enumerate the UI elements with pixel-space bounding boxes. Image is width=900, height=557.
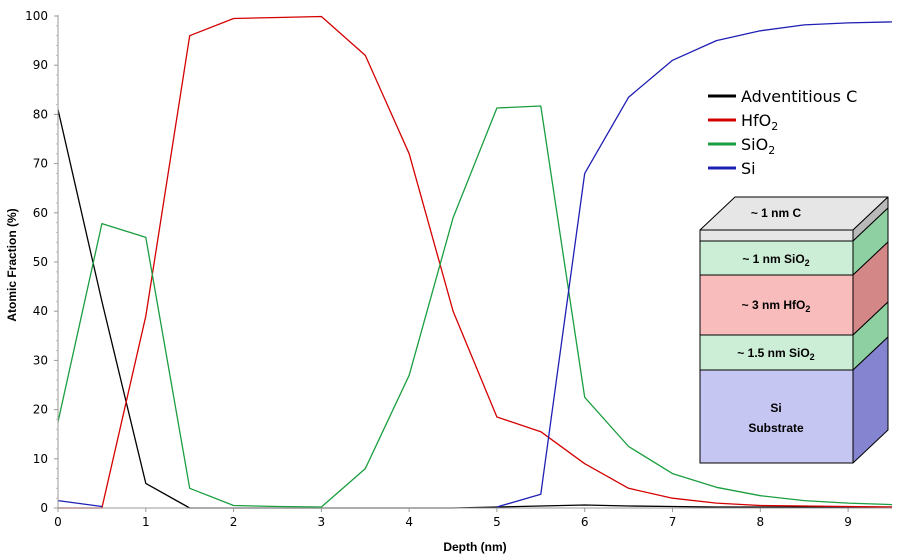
layer-label-text: ~ 1 nm SiO (742, 252, 804, 266)
layer-label: ~ 3 nm HfO2 (742, 298, 811, 314)
x-axis-title: Depth (nm) (443, 540, 506, 554)
legend-label: Adventitious C (741, 87, 857, 106)
legend-label: SiO2 (741, 135, 775, 157)
layer-label: ~ 1 nm SiO2 (742, 252, 809, 268)
series-line-3 (57, 21, 893, 508)
layer-label: ~ 1.5 nm SiO2 (737, 346, 814, 362)
y-tick-label: 90 (33, 58, 48, 72)
series-line-2 (57, 105, 893, 508)
layer-stack-diagram: ~ 1 nm C~ 1 nm SiO2~ 3 nm HfO2~ 1.5 nm S… (699, 196, 889, 464)
x-tick-label: 0 (54, 515, 62, 529)
y-tick-label: 20 (33, 403, 48, 417)
legend-label-subscript: 2 (771, 120, 778, 133)
y-tick-label: 40 (33, 304, 48, 318)
layer-label-text: ~ 3 nm HfO (742, 298, 806, 312)
layer-label-second-line: Substrate (748, 421, 804, 435)
y-tick-label: 60 (33, 206, 48, 220)
layer-label-text: ~ 1 nm C (751, 206, 802, 220)
legend-label: Si (741, 159, 756, 178)
y-tick-label: 50 (33, 255, 48, 269)
x-tick-label: 6 (581, 515, 589, 529)
layer-label-text: Si (770, 401, 781, 415)
x-tick-label: 3 (318, 515, 326, 529)
y-tick-label: 0 (40, 501, 48, 515)
layer-label: ~ 1 nm C (751, 206, 802, 220)
layer-label-subscript: 2 (805, 258, 810, 268)
legend-label-text: HfO (741, 111, 771, 130)
y-axis-title: Atomic Fraction (%) (5, 208, 19, 321)
x-tick-label: 8 (756, 515, 764, 529)
layer-front-face (699, 229, 854, 242)
legend-label-subscript: 2 (768, 144, 775, 157)
layer-label: Si (770, 401, 781, 415)
y-tick-label: 70 (33, 157, 48, 171)
y-tick-label: 80 (33, 107, 48, 121)
x-tick-label: 5 (493, 515, 501, 529)
y-tick-label: 30 (33, 353, 48, 367)
tick-labels: 0 10 20 30 40 50 60 70 80 90 100 0 1 2 3 4 5 6 7 8 9 (25, 9, 852, 529)
legend-label-text: Si (741, 159, 756, 178)
x-tick-label: 1 (142, 515, 150, 529)
x-tick-label: 7 (669, 515, 677, 529)
legend-label: HfO2 (741, 111, 778, 133)
layer-label-subscript: 2 (810, 352, 815, 362)
legend-label-text: Adventitious C (741, 87, 857, 106)
y-tick-label: 100 (25, 9, 48, 23)
layer-label-text: ~ 1.5 nm SiO (737, 346, 809, 360)
y-tick-label: 10 (33, 452, 48, 466)
layer-label-subscript: 2 (805, 304, 810, 314)
x-tick-label: 2 (230, 515, 238, 529)
x-tick-label: 9 (844, 515, 852, 529)
layer-front-face (699, 369, 854, 464)
axes (54, 15, 892, 512)
legend-label-text: SiO (741, 135, 768, 154)
x-tick-label: 4 (405, 515, 413, 529)
series-line-1 (58, 15, 893, 509)
